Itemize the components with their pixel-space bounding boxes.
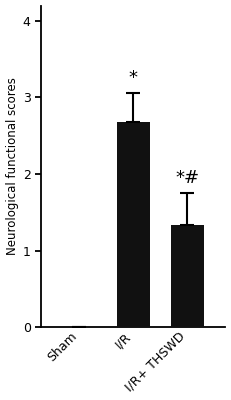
Bar [171,225,204,327]
Y-axis label: Neurological functional scores: Neurological functional scores [6,77,18,255]
Bar [117,122,149,327]
Text: *: * [129,69,138,87]
Text: *#: *# [175,169,200,187]
